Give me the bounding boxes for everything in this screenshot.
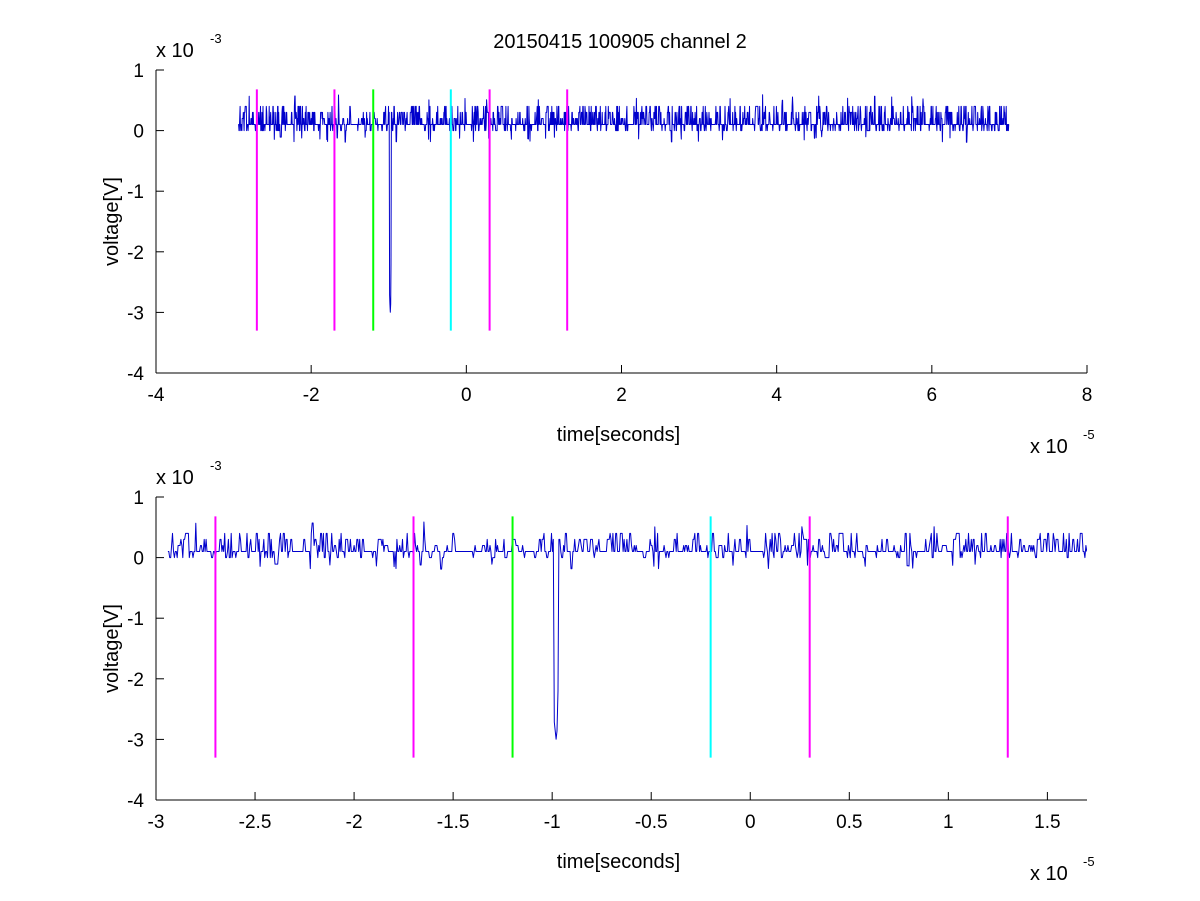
x-tick-label: -1.5 bbox=[437, 812, 470, 833]
y-tick-label: -1 bbox=[127, 182, 144, 203]
x-tick-label: 2 bbox=[616, 385, 627, 406]
signal-series bbox=[167, 521, 1087, 740]
x-tick-label: -4 bbox=[148, 385, 165, 406]
x-tick-label: -3 bbox=[148, 812, 165, 833]
y-exponent-power: -3 bbox=[210, 31, 222, 46]
x-axis-label: time[seconds] bbox=[557, 424, 680, 446]
y-tick-label: -1 bbox=[127, 609, 144, 630]
y-tick-label: -3 bbox=[127, 730, 144, 751]
x-tick-label: 1 bbox=[943, 812, 954, 833]
y-tick-label: -4 bbox=[127, 364, 144, 385]
x-axis-label: time[seconds] bbox=[557, 851, 680, 873]
y-tick-label: 0 bbox=[133, 122, 144, 143]
y-tick-label: 0 bbox=[133, 549, 144, 570]
x-tick-label: 8 bbox=[1082, 385, 1093, 406]
x-tick-label: 0 bbox=[461, 385, 472, 406]
x-exponent-power: -5 bbox=[1083, 854, 1095, 869]
y-axis-label: voltage[V] bbox=[101, 177, 123, 266]
x-tick-label: -1 bbox=[544, 812, 561, 833]
x-exponent-power: -5 bbox=[1083, 427, 1095, 442]
x-tick-label: -2.5 bbox=[239, 812, 272, 833]
x-tick-label: 0 bbox=[745, 812, 756, 833]
x-tick-label: 6 bbox=[927, 385, 938, 406]
y-tick-label: 1 bbox=[133, 488, 144, 509]
x-tick-label: -2 bbox=[303, 385, 320, 406]
top-axes: -4 -2 0 2 4 6 8 -4 -3 -2 -1 0 1 time[seconds] voltage[… bbox=[101, 31, 1095, 458]
y-tick-label: 1 bbox=[133, 61, 144, 82]
x-exponent-label: x 10 bbox=[1030, 863, 1068, 885]
bottom-axes: -3 -2.5 -2 -1.5 -1 -0.5 0 0.5 1 1.5-4-3-2-101time… bbox=[101, 458, 1095, 885]
y-axis-label: voltage[V] bbox=[101, 604, 123, 693]
x-tick-label: 4 bbox=[771, 385, 782, 406]
y-exponent-label: x 10 bbox=[156, 467, 194, 489]
x-tick-label: 1.5 bbox=[1034, 812, 1060, 833]
y-tick-label: -2 bbox=[127, 670, 144, 691]
y-exponent-power: -3 bbox=[210, 458, 222, 473]
x-tick-label: 0.5 bbox=[836, 812, 862, 833]
y-tick-label: -4 bbox=[127, 791, 144, 812]
y-tick-label: -2 bbox=[127, 243, 144, 264]
x-tick-label: -2 bbox=[346, 812, 363, 833]
y-exponent-label: x 10 bbox=[156, 40, 194, 62]
figure-title: 20150415 100905 channel 2 bbox=[493, 31, 747, 53]
x-exponent-label: x 10 bbox=[1030, 436, 1068, 458]
signal-series bbox=[238, 94, 1010, 313]
y-tick-label: -3 bbox=[127, 303, 144, 324]
x-tick-label: -0.5 bbox=[635, 812, 668, 833]
